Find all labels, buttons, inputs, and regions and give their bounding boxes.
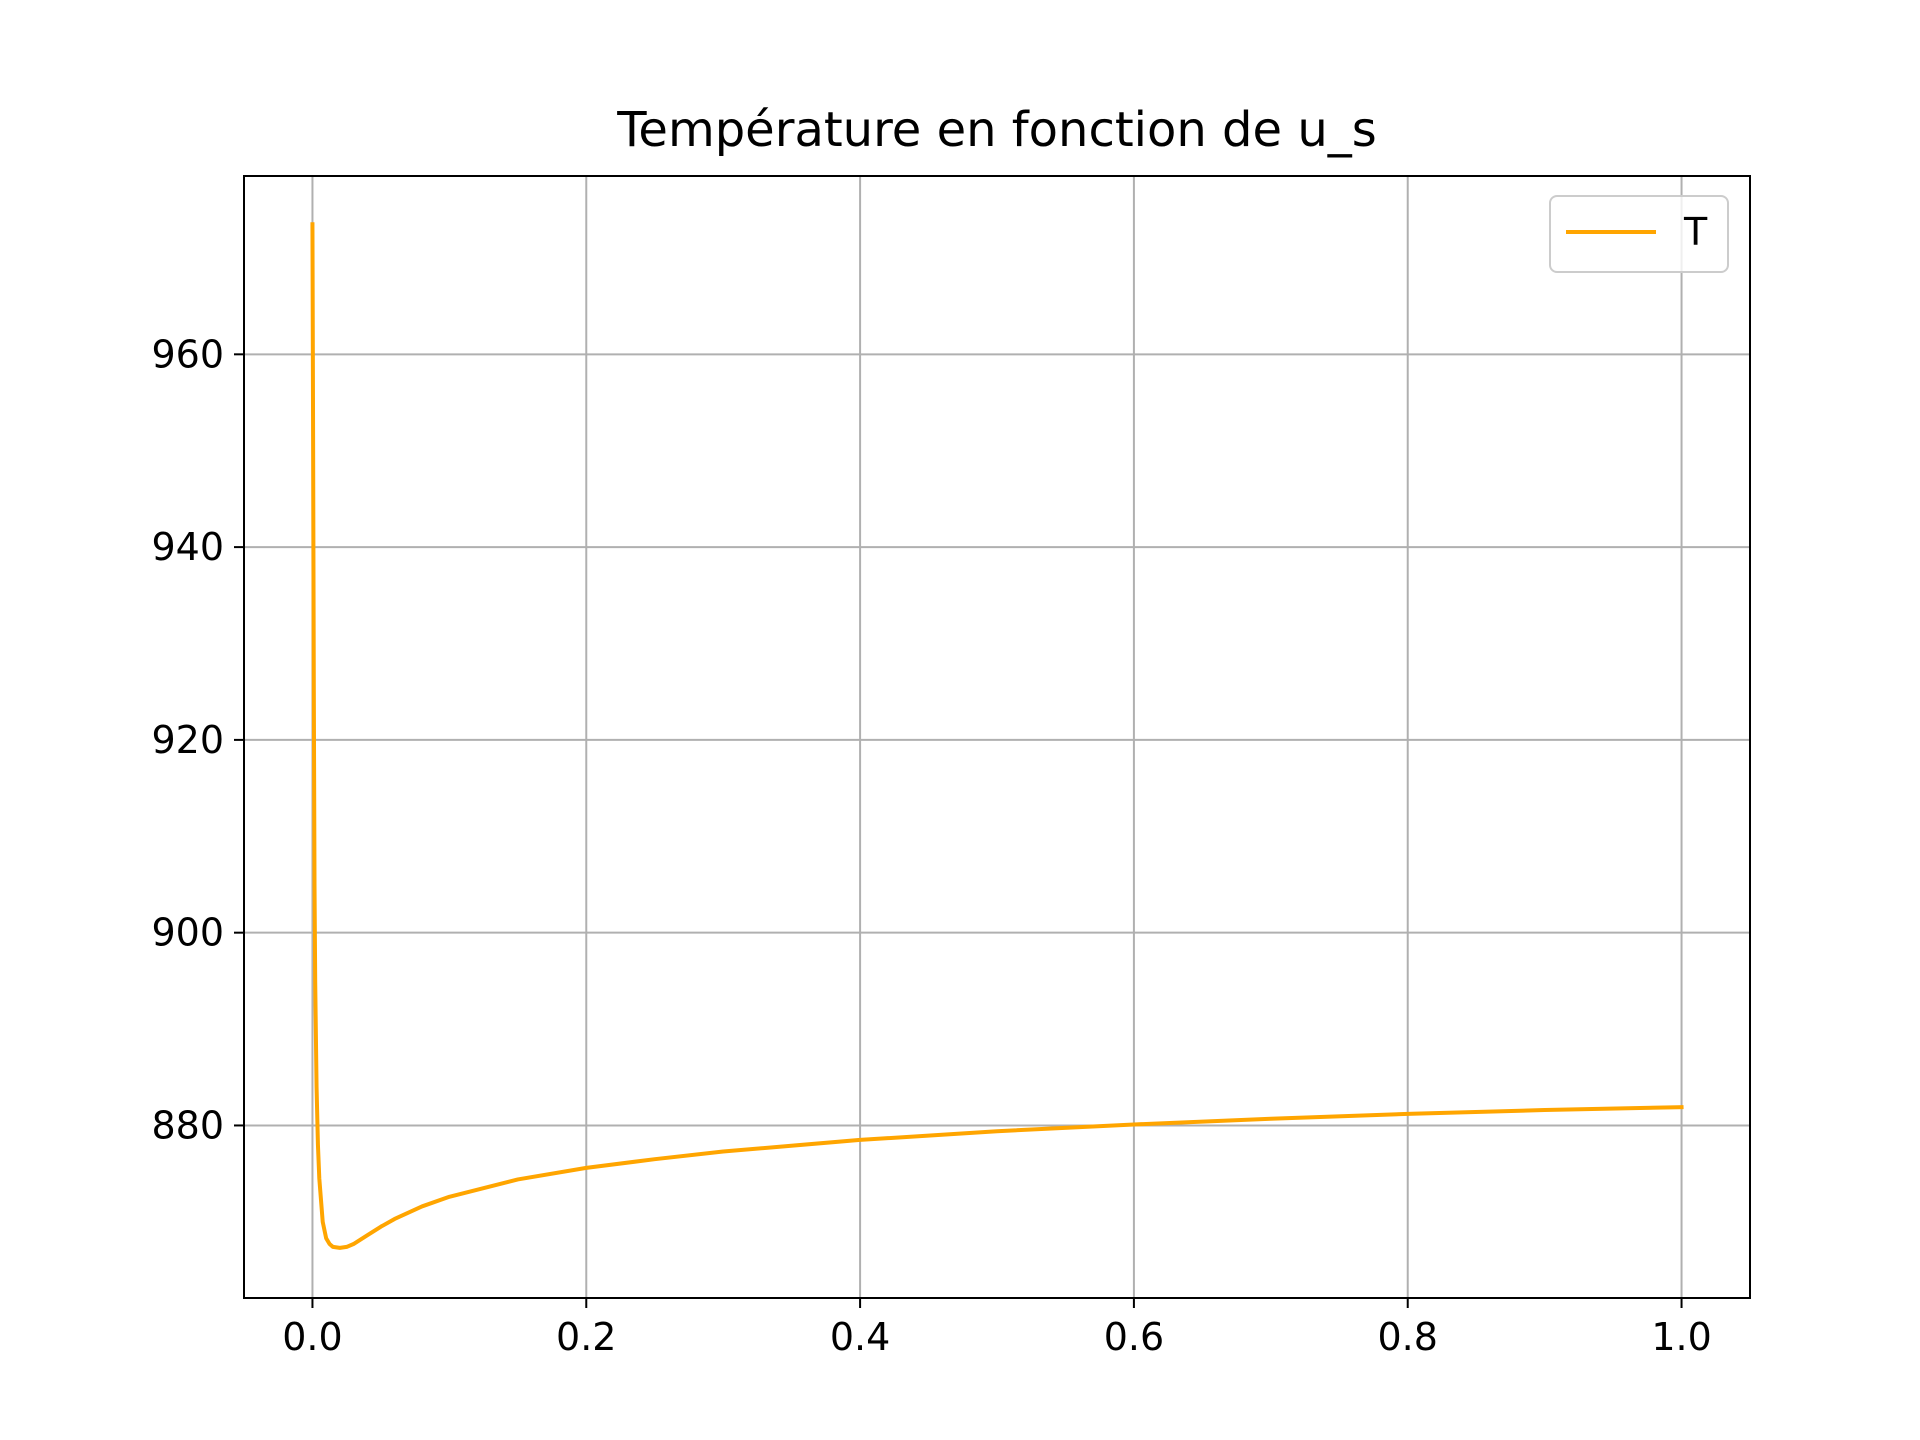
- legend-label-T: T: [1683, 210, 1708, 254]
- x-tick-label: 0.8: [1378, 1315, 1438, 1359]
- y-tick-label: 940: [151, 525, 224, 569]
- x-tick-label: 1.0: [1651, 1315, 1711, 1359]
- y-tick-label: 920: [151, 718, 224, 762]
- grid: [244, 176, 1750, 1298]
- series-line-T: [310, 222, 1684, 1250]
- plot-frame: [243, 175, 1751, 1299]
- y-tick-label: 900: [151, 911, 224, 955]
- series-layer: [310, 222, 1684, 1250]
- x-tick-label: 0.0: [282, 1315, 342, 1359]
- x-tick-label: 0.2: [556, 1315, 616, 1359]
- x-tick-label: 0.4: [830, 1315, 890, 1359]
- y-tick-label: 960: [151, 332, 224, 376]
- chart-title: Température en fonction de u_s: [616, 102, 1377, 158]
- y-tick-label: 880: [151, 1103, 224, 1147]
- x-tick-label: 0.6: [1104, 1315, 1164, 1359]
- ticks: 0.0 0.2 0.4 0.6 0.8 1.0 880 900 920 940 960: [151, 332, 1711, 1359]
- legend: T: [1549, 195, 1729, 273]
